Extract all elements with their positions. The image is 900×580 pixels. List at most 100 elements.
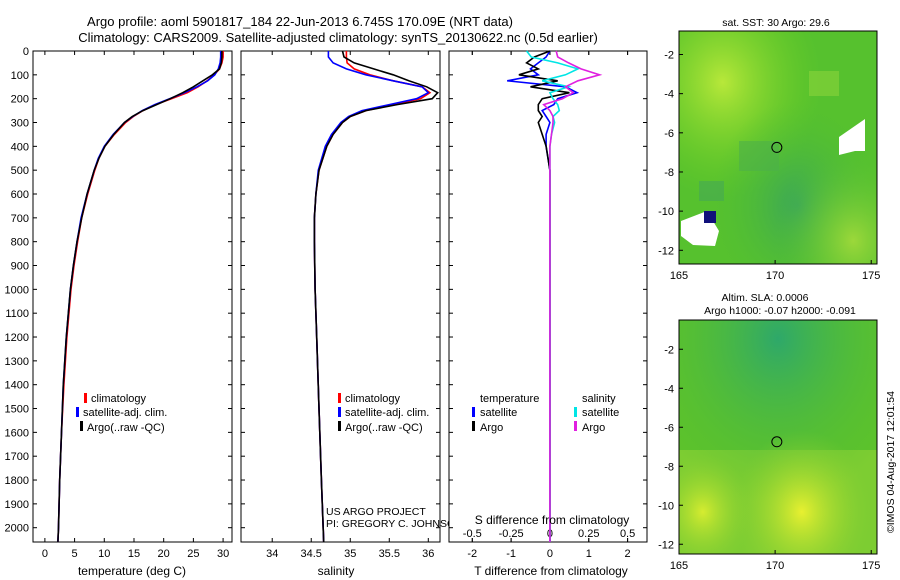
x-tick-label: 35.5 [379, 548, 400, 560]
map-y-tick-label: -4 [664, 383, 674, 395]
legend-label-satellite: satellite-adj. clim. [345, 407, 429, 419]
depth-tick-label: 400 [11, 141, 29, 153]
depth-axis: 0 100 200 300 400 500 600 700 800 900 1000 1100 1200… [5, 46, 232, 535]
map-y-tick-label: -6 [664, 128, 674, 140]
sst-dark-pixel [704, 211, 716, 223]
depth-tick-label: 200 [11, 94, 29, 106]
map-y-tick-label: -8 [664, 167, 674, 179]
map-y-tick-label: -12 [658, 539, 674, 551]
depth-tick-label: 1400 [5, 380, 29, 392]
title-line-1: Argo profile: aoml 5901817_184 22-Jun-20… [87, 14, 513, 29]
temperature-axes [32, 50, 233, 543]
depth-tick-label: 1000 [5, 284, 29, 296]
salinity-xlabel: salinity [318, 564, 355, 578]
salinity-legend: climatology satellite-adj. clim. Argo(..… [338, 393, 429, 434]
x-tick-label: -2 [467, 548, 477, 560]
temperature-xlabel: temperature (deg C) [78, 564, 186, 578]
depth-tick-label: 1100 [5, 308, 29, 320]
sst-map-axes [678, 30, 878, 265]
legend-label-s-argo: Argo [582, 422, 605, 434]
x-tick-label: 2 [625, 548, 631, 560]
credit-pi: PI: GREGORY C. JOHNSON [326, 518, 463, 530]
map-y-tick-label: -10 [658, 206, 674, 218]
argo-float-marker-sst [771, 141, 783, 153]
difference-panel: -2 -1 0 1 2-0.5 -0.25 0 0.25 0.5 S difference fr… [448, 50, 648, 578]
legend-label-argo: Argo(..raw -QC) [87, 422, 165, 434]
sst-map-field [679, 31, 877, 264]
imos-stamp: ©IMOS 04-Aug-2017 12:01:54 [885, 391, 897, 533]
map-x-tick-label: 170 [766, 270, 784, 282]
sla-map-axes [678, 319, 878, 555]
depth-tick-label: 900 [11, 261, 29, 273]
depth-tick-label: 100 [11, 70, 29, 82]
legend-swatch-satellite [338, 407, 341, 417]
legend-label-argo: Argo(..raw -QC) [345, 422, 423, 434]
temperature-series [57, 51, 224, 543]
salinity-panel: 34 34.5 35 35.5 36 salinity climatology sate… [240, 50, 463, 578]
depth-tick-label: 1700 [5, 451, 29, 463]
series-line-argo [313, 50, 439, 543]
depth-tick-label: 1500 [5, 404, 29, 416]
x-tick-label: 30 [217, 548, 229, 560]
map-x-tick-label: 175 [862, 560, 880, 572]
depth-tick-label: 800 [11, 237, 29, 249]
legend-label-satellite: satellite-adj. clim. [83, 407, 167, 419]
depth-tick-label: 1300 [5, 356, 29, 368]
sla-map-field [679, 320, 877, 554]
series-line-s-argo [542, 50, 603, 542]
x-tick-label: 34.5 [301, 548, 322, 560]
temperature-panel: 0100200300400500600700800900100011001200… [5, 46, 233, 578]
difference-axes [448, 50, 648, 543]
salinity-depth-ticks [241, 50, 440, 529]
x-tick-label: 0 [547, 548, 553, 560]
map-y-tick-label: -8 [664, 461, 674, 473]
map-y-tick-label: -2 [664, 49, 674, 61]
legend-label-climatology: climatology [91, 393, 147, 405]
legend-label-t-satellite: satellite [480, 407, 517, 419]
legend-label-t-argo: Argo [480, 422, 503, 434]
title-line-2: Climatology: CARS2009. Satellite-adjuste… [78, 30, 598, 45]
depth-tick-label: 1200 [5, 332, 29, 344]
x-tick-label: 10 [98, 548, 110, 560]
map-y-tick-label: -12 [658, 245, 674, 257]
x-tick-label: 0.25 [578, 528, 599, 540]
difference-depth-ticks [449, 50, 647, 529]
map-x-tick-label: 165 [670, 560, 688, 572]
map-y-tick-label: -2 [664, 344, 674, 356]
map-x-tick-label: 165 [670, 270, 688, 282]
depth-tick-label: 1600 [5, 427, 29, 439]
x-tick-label: -1 [506, 548, 516, 560]
temperature-legend: climatology satellite-adj. clim. Argo(..… [76, 393, 167, 434]
x-tick-label: 35 [344, 548, 356, 560]
legend-title-salinity: salinity [582, 393, 616, 405]
legend-swatch-t-satellite [472, 407, 475, 417]
depth-tick-label: 2000 [5, 523, 29, 535]
sst-cloud-mask [839, 119, 865, 155]
legend-swatch-s-satellite [574, 407, 577, 417]
map-y-tick-label: -10 [658, 500, 674, 512]
x-tick-label: 5 [72, 548, 78, 560]
x-tick-label: 34 [266, 548, 278, 560]
legend-swatch-argo [80, 421, 83, 431]
legend-swatch-t-argo [472, 421, 475, 431]
sla-map-title-1: Altim. SLA: 0.0006 [722, 292, 809, 304]
legend-swatch-climatology [338, 393, 341, 403]
salinity-axes [240, 50, 441, 543]
depth-tick-label: 1800 [5, 475, 29, 487]
series-line-argo [57, 51, 223, 543]
legend-title-temperature: temperature [480, 393, 539, 405]
temperature-x-axis: 0 5 10 15 20 25 30 [42, 51, 229, 560]
legend-swatch-satellite [76, 407, 79, 417]
legend-swatch-argo [338, 421, 341, 431]
s-difference-label: S difference from climatology [475, 513, 630, 527]
salinity-x-axis: 34 34.5 35 35.5 36 [266, 51, 434, 560]
x-tick-label: -0.25 [499, 528, 524, 540]
map-y-tick-label: -4 [664, 89, 674, 101]
argo-float-marker-sla [771, 436, 783, 448]
legend-label-climatology: climatology [345, 393, 401, 405]
depth-tick-label: 1900 [5, 499, 29, 511]
sla-map-ticks: 165 170 175 -2 -4 -6 -8 -10 -12 [658, 344, 880, 572]
depth-tick-label: 700 [11, 213, 29, 225]
x-tick-label: 0 [42, 548, 48, 560]
